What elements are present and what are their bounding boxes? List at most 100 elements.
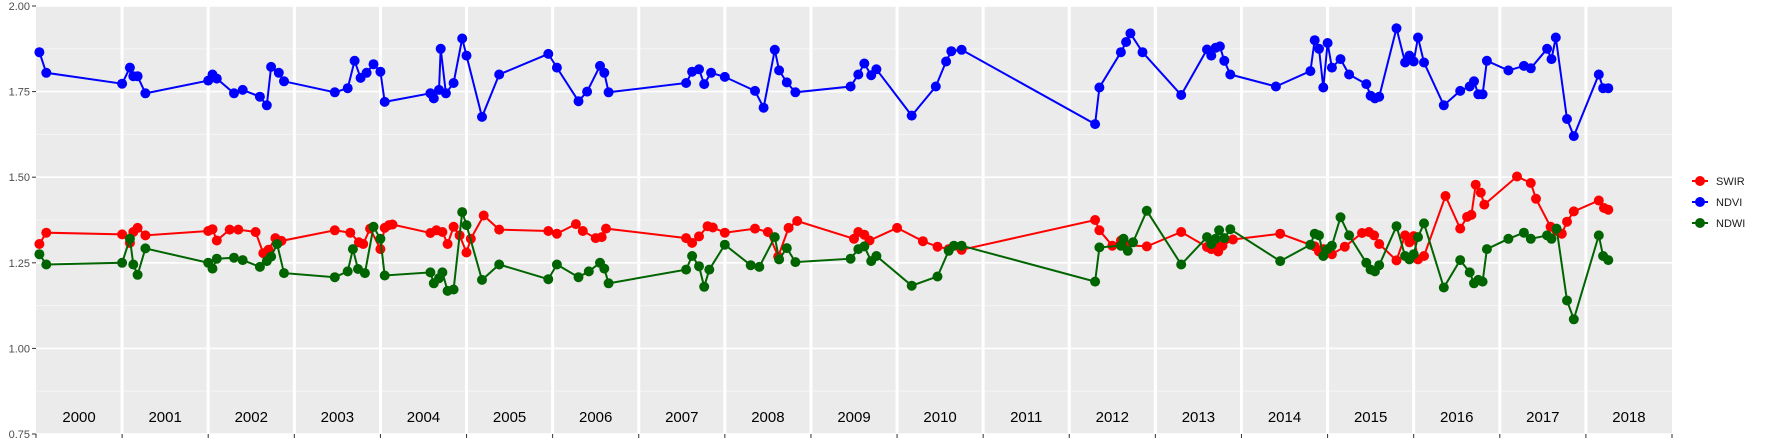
data-point-ndwi <box>543 274 554 285</box>
data-point-ndvi <box>859 58 870 69</box>
data-point-ndvi <box>237 84 248 95</box>
data-point-ndwi <box>1503 233 1514 244</box>
data-point-ndwi <box>461 220 472 231</box>
data-point-swir <box>1391 255 1402 266</box>
data-point-ndwi <box>207 263 218 274</box>
data-point-ndvi <box>461 50 472 61</box>
y-tick-label: 1.25 <box>9 258 30 270</box>
data-point-ndwi <box>774 254 785 265</box>
data-point-ndvi <box>1214 41 1225 52</box>
data-point-ndvi <box>124 62 135 73</box>
data-point-ndvi <box>1094 82 1105 93</box>
data-point-ndwi <box>1305 239 1316 250</box>
data-point-ndwi <box>745 260 756 271</box>
data-point-ndwi <box>1094 242 1105 253</box>
data-point-swir <box>1176 227 1187 237</box>
data-point-ndwi <box>687 251 698 261</box>
data-point-swir <box>140 230 151 241</box>
data-point-swir <box>750 223 760 234</box>
data-point-swir <box>1217 240 1228 251</box>
data-point-ndwi <box>359 268 370 279</box>
data-point-swir <box>892 222 903 233</box>
data-point-ndwi <box>494 259 505 270</box>
data-point-ndvi <box>750 85 760 96</box>
data-point-ndwi <box>272 239 283 249</box>
data-point-ndwi <box>279 268 289 279</box>
data-point-ndvi <box>699 79 710 90</box>
data-point-ndwi <box>1118 233 1129 244</box>
data-point-ndwi <box>1551 223 1562 234</box>
data-point-swir <box>1455 223 1466 234</box>
data-point-ndwi <box>448 284 459 295</box>
data-point-ndvi <box>681 78 692 88</box>
year-label: 2011 <box>1010 409 1042 426</box>
data-point-ndwi <box>769 232 780 243</box>
data-point-ndvi <box>279 76 289 87</box>
data-point-ndvi <box>1419 57 1429 68</box>
data-point-ndwi <box>1455 255 1466 266</box>
data-point-swir <box>1141 241 1152 252</box>
data-point-ndvi <box>211 73 222 84</box>
data-point-ndvi <box>1546 54 1557 65</box>
data-point-swir <box>1525 178 1536 188</box>
data-point-ndwi <box>1128 237 1138 248</box>
data-point-ndwi <box>254 261 265 272</box>
data-point-ndwi <box>1314 230 1324 241</box>
data-point-ndwi <box>1122 245 1133 256</box>
data-point-swir <box>207 224 218 235</box>
data-point-ndvi <box>603 87 614 98</box>
data-point-ndvi <box>435 43 446 54</box>
data-point-ndvi <box>1455 85 1466 96</box>
data-point-ndwi <box>1225 224 1236 235</box>
data-point-ndvi <box>1305 66 1316 77</box>
data-point-swir <box>494 224 505 235</box>
data-point-ndwi <box>477 274 487 285</box>
legend-key-point <box>1695 218 1705 228</box>
data-point-ndvi <box>229 88 239 99</box>
data-point-ndwi <box>1568 314 1579 325</box>
data-point-swir <box>694 231 704 242</box>
data-point-ndwi <box>266 251 277 262</box>
data-point-ndwi <box>140 243 151 254</box>
data-point-ndwi <box>124 233 135 244</box>
data-point-ndvi <box>440 88 451 99</box>
data-point-ndvi <box>342 83 353 94</box>
data-point-swir <box>917 236 928 247</box>
y-tick-label: 0.75 <box>9 429 30 441</box>
data-point-ndwi <box>603 278 614 289</box>
data-point-swir <box>387 219 398 230</box>
data-point-ndvi <box>41 67 52 78</box>
data-point-swir <box>932 241 943 252</box>
data-point-ndwi <box>34 249 45 260</box>
data-point-ndwi <box>1419 218 1429 229</box>
data-point-ndvi <box>1374 91 1385 102</box>
data-point-ndwi <box>1593 230 1604 241</box>
year-label: 2009 <box>837 409 870 426</box>
data-point-swir <box>1339 241 1350 252</box>
data-point-ndwi <box>132 269 143 280</box>
data-point-swir <box>345 227 356 238</box>
data-point-ndwi <box>790 257 801 268</box>
data-point-ndvi <box>719 71 730 82</box>
data-point-ndvi <box>448 78 459 88</box>
year-label: 2006 <box>579 409 612 426</box>
data-point-ndvi <box>845 81 856 92</box>
data-point-ndvi <box>140 88 151 99</box>
data-point-ndvi <box>477 111 487 122</box>
data-point-ndwi <box>781 243 792 254</box>
data-point-ndwi <box>1090 276 1101 287</box>
data-point-ndvi <box>1219 55 1230 66</box>
data-point-swir <box>1275 228 1286 239</box>
data-point-ndvi <box>379 96 390 107</box>
data-point-ndwi <box>948 240 959 251</box>
data-point-swir <box>1568 206 1579 217</box>
data-point-ndwi <box>1219 233 1230 244</box>
data-point-swir <box>1227 234 1238 245</box>
data-point-swir <box>543 226 554 236</box>
data-point-ndwi <box>906 280 917 291</box>
data-point-ndwi <box>128 259 139 270</box>
data-point-swir <box>1094 225 1105 236</box>
data-point-ndvi <box>375 66 386 77</box>
data-point-ndvi <box>1481 55 1492 66</box>
data-point-ndvi <box>599 67 610 78</box>
